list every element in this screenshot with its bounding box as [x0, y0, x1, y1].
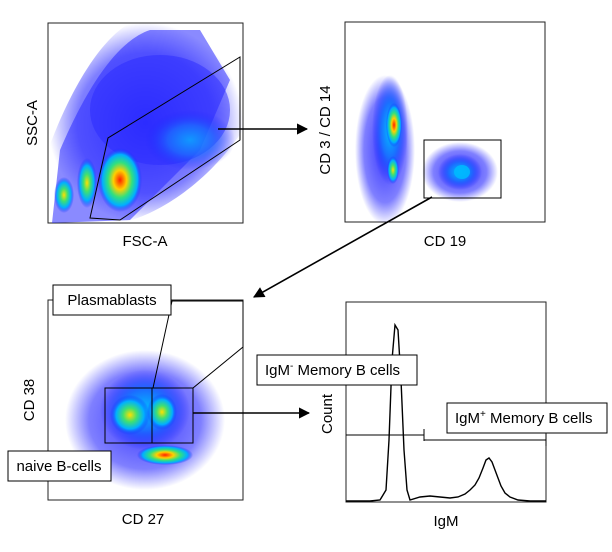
- igm-pos-memory-label-box: [446, 402, 608, 434]
- x-axis-label: CD 19: [424, 233, 467, 250]
- y-axis-label: Count: [319, 393, 336, 434]
- x-axis-label: IgM: [433, 513, 458, 530]
- scatter-plot-cd19-cd3cd14: CD 19 CD 3 / CD 14: [317, 21, 546, 250]
- plasmablast-gate: [152, 300, 244, 389]
- b-cell-gate: [423, 139, 502, 199]
- igm-neg-memory-label: IgM- Memory B cells: [265, 361, 400, 379]
- igm-pos-memory-label: IgM+ Memory B cells: [455, 409, 593, 427]
- density-cloud: [355, 75, 498, 222]
- x-axis-label: CD 27: [122, 511, 165, 528]
- scatter-plot-cd27-cd38: CD 27 CD 38 Plasmablasts naive B-cells: [7, 284, 244, 528]
- naive-b-cells-label: naive B-cells: [16, 458, 101, 475]
- arrow-gate-to-cd27-plot: [253, 196, 433, 298]
- naive-b-cells-label-box: [7, 450, 112, 482]
- plasmablasts-label-box: [52, 284, 172, 316]
- density-cloud: [48, 23, 243, 223]
- x-axis-label: FSC-A: [123, 233, 168, 250]
- histogram-igm: IgM Count IgM- Memory B cells IgM+ Memor…: [256, 301, 608, 530]
- cd27-pos-memory-gate: [151, 387, 194, 444]
- plasmablasts-label: Plasmablasts: [67, 292, 156, 309]
- lymphocyte-gate: [89, 56, 241, 221]
- igm-neg-memory-label-box: [256, 354, 418, 386]
- plot-frame: [345, 301, 547, 503]
- y-axis-label: SSC-A: [24, 100, 41, 146]
- scatter-plot-fsc-ssc: FSC-A SSC-A: [24, 22, 244, 250]
- igm-histogram-curve: [346, 322, 546, 502]
- y-axis-label: CD 3 / CD 14: [317, 85, 334, 174]
- y-axis-label: CD 38: [21, 379, 38, 422]
